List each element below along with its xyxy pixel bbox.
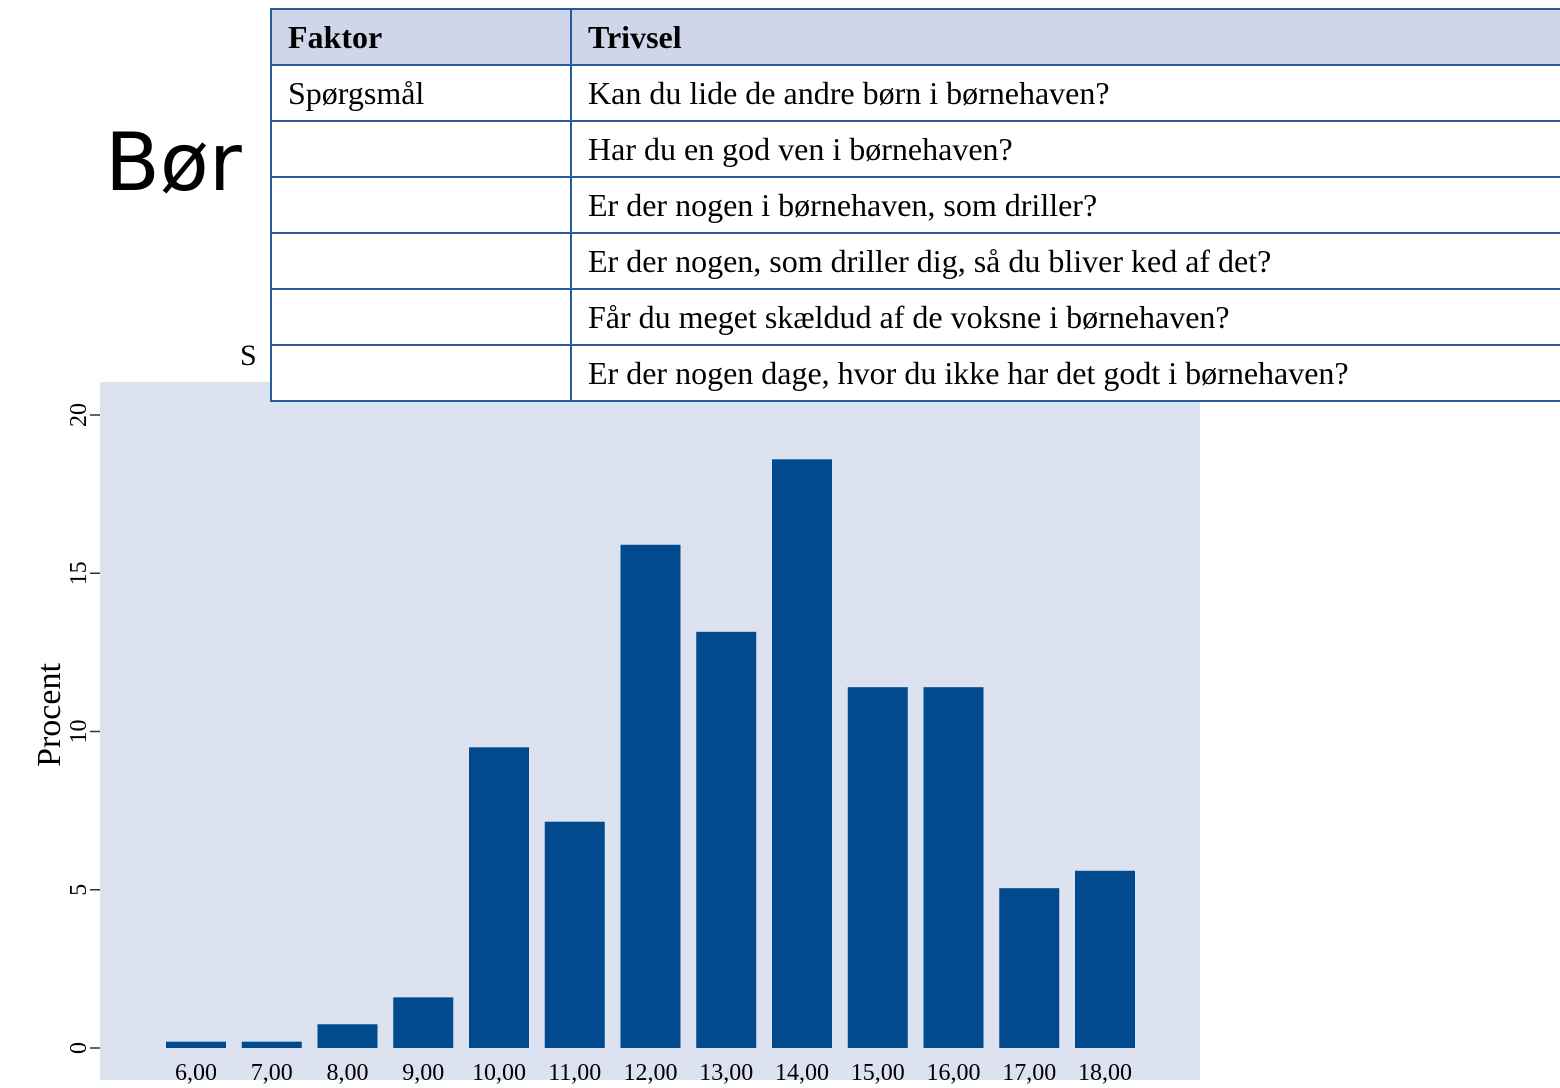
x-tick-label: 18,00 <box>1078 1060 1132 1086</box>
bar <box>923 687 984 1048</box>
x-tick-label: 8,00 <box>327 1060 369 1086</box>
table-row: Spørgsmål Kan du lide de andre børn i bør… <box>270 64 1560 122</box>
table-row: Er der nogen i børnehaven, som driller? <box>270 176 1560 234</box>
header-row: Faktor Trivsel <box>270 8 1560 66</box>
row-label: Spørgsmål <box>270 64 572 122</box>
x-tick-label: 9,00 <box>402 1060 444 1086</box>
column-header: Trivsel <box>571 8 1560 66</box>
bar <box>317 1024 378 1048</box>
bar <box>241 1041 302 1048</box>
y-tick-label: 0 <box>66 1042 92 1054</box>
question: Kan du lide de andre børn i børnehaven? <box>571 64 1560 122</box>
bar <box>847 687 908 1048</box>
table-row: Får du meget skældud af de voksne i børn… <box>270 288 1560 346</box>
bar <box>469 747 529 1048</box>
table-row: Er der nogen dage, hvor du ikke har det … <box>270 344 1560 402</box>
x-tick-label: 7,00 <box>251 1060 293 1086</box>
x-tick-label: 11,00 <box>548 1060 601 1086</box>
y-tick-label: 10 <box>66 720 92 744</box>
bar <box>696 631 757 1048</box>
x-tick-label: 17,00 <box>1002 1060 1056 1086</box>
x-tick-label: 15,00 <box>851 1060 905 1086</box>
y-axis-label: Procent <box>31 663 68 767</box>
bar <box>1075 870 1135 1048</box>
row-label <box>270 120 572 178</box>
x-tick-label: 14,00 <box>775 1060 829 1086</box>
column-header: Faktor <box>270 8 572 66</box>
x-tick-label: 13,00 <box>699 1060 753 1086</box>
bar <box>166 1041 226 1048</box>
factor-table: Faktor Trivsel Spørgsmål Kan du lide de a… <box>270 8 1560 402</box>
question: Er der nogen i børnehaven, som driller? <box>571 176 1560 234</box>
x-tick-label: 10,00 <box>472 1060 526 1086</box>
table-row: Er der nogen, som driller dig, så du bli… <box>270 232 1560 290</box>
question: Er der nogen dage, hvor du ikke har det … <box>571 344 1560 402</box>
question: Har du en god ven i børnehaven? <box>571 120 1560 178</box>
question: Får du meget skældud af de voksne i børn… <box>571 288 1560 346</box>
x-tick-label: 12,00 <box>624 1060 678 1086</box>
y-tick-label: 5 <box>66 884 92 896</box>
y-tick-label: 15 <box>66 561 92 585</box>
row-label <box>270 344 572 402</box>
bar <box>393 997 454 1048</box>
row-label <box>270 232 572 290</box>
chart-title: S <box>240 339 257 372</box>
row-label <box>270 176 572 234</box>
x-tick-label: 16,00 <box>927 1060 981 1086</box>
table-row: Har du en god ven i børnehaven? <box>270 120 1560 178</box>
bar <box>999 888 1060 1048</box>
x-tick-label: 6,00 <box>175 1060 217 1086</box>
bar <box>544 821 605 1048</box>
table-body: Spørgsmål Kan du lide de andre børn i bør… <box>270 64 1560 402</box>
question: Er der nogen, som driller dig, så du bli… <box>571 232 1560 290</box>
bar <box>772 459 832 1048</box>
row-label <box>270 288 572 346</box>
slide-title: Bør <box>105 116 242 209</box>
y-tick-label: 20 <box>66 403 92 427</box>
bar <box>620 544 681 1048</box>
